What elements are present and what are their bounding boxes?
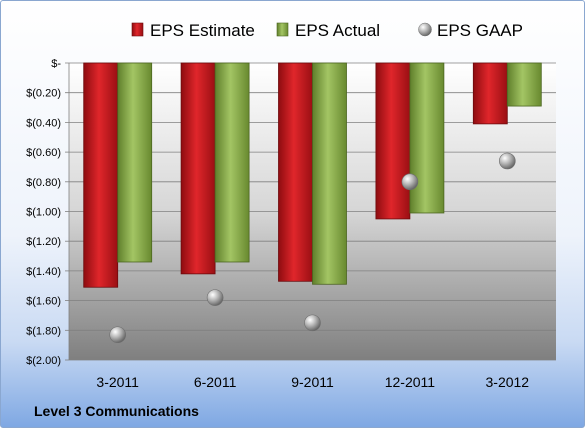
eps-actual-bar [312, 62, 347, 285]
eps-estimate-bar [83, 62, 119, 288]
y-tick-label: $(2.00) [26, 355, 61, 367]
eps-estimate-bar [278, 62, 313, 282]
eps-actual-bar [214, 62, 250, 263]
x-tick-label: 6-2011 [194, 374, 237, 390]
eps-gaap-marker [109, 326, 126, 344]
eps-gaap-marker [401, 173, 419, 191]
legend-label: EPS Estimate [150, 21, 255, 40]
legend-label: EPS Actual [295, 21, 380, 40]
eps-estimate-bar [180, 62, 216, 275]
x-tick-label: 12-2011 [385, 374, 436, 390]
eps-gaap-marker [304, 314, 321, 332]
y-tick-label: $(1.80) [26, 325, 61, 337]
eps-estimate-bar [472, 62, 508, 125]
legend-item-eps-actual: EPS Actual [276, 21, 380, 40]
company-label: Level 3 Communications [34, 403, 199, 419]
eps-actual-bar [506, 62, 542, 107]
x-tick-label: 9-2011 [291, 374, 334, 390]
x-axis-labels: 3-2011 6-2011 9-2011 12-2011 3-2012 [96, 374, 529, 390]
y-axis-ticks: $- $(0.20) $(0.40) $(0.60) $(0.80) $(1.00) $(1… [26, 58, 61, 367]
y-tick-label: $(1.60) [26, 296, 61, 308]
x-tick-label: 3-2011 [96, 374, 139, 390]
bars [83, 62, 542, 288]
eps-gaap-marker [498, 152, 516, 170]
legend-swatch [276, 22, 289, 37]
legend-item-eps-estimate: EPS Estimate [131, 21, 255, 40]
legend-swatch [131, 22, 144, 37]
y-tick-label: $(0.40) [26, 117, 61, 129]
legend: EPS Estimate EPS Actual EPS GAAP [131, 21, 523, 40]
legend-item-eps-gaap: EPS GAAP [418, 21, 523, 40]
y-tick-label: $(0.80) [26, 177, 61, 189]
y-tick-label: $(1.20) [26, 236, 61, 248]
eps-estimate-bar [375, 62, 411, 220]
y-tick-label: $(1.00) [26, 207, 61, 219]
y-tick-label: $(1.40) [26, 266, 61, 278]
eps-actual-bar [117, 62, 153, 263]
legend-label: EPS GAAP [437, 21, 523, 40]
legend-swatch [418, 22, 432, 37]
x-tick-label: 3-2012 [486, 374, 530, 390]
eps-actual-bar [409, 62, 445, 214]
y-tick-label: $(0.20) [26, 88, 61, 100]
y-tick-label: $(0.60) [26, 147, 61, 159]
y-tick-label: $- [51, 58, 61, 70]
gaap-markers [109, 152, 516, 344]
eps-gaap-marker [206, 289, 224, 306]
